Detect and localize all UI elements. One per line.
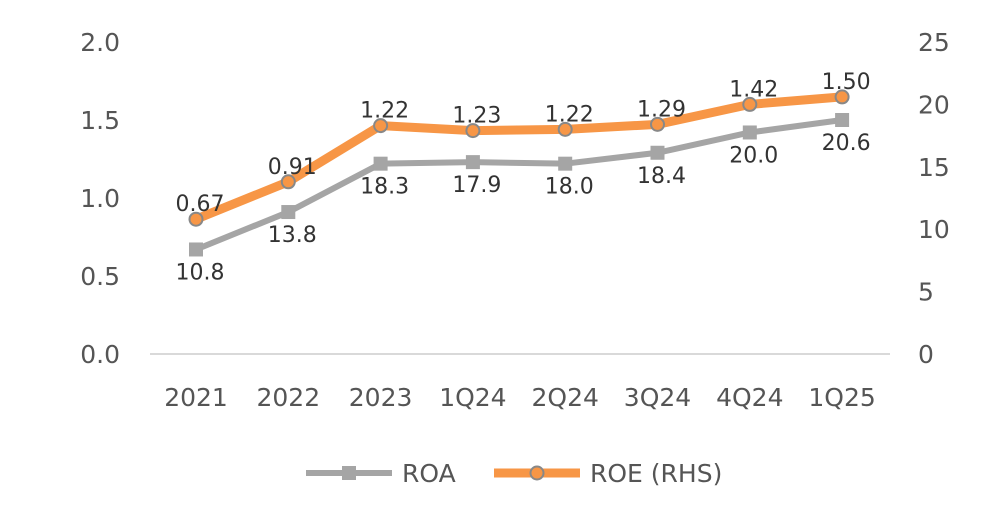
roa-point — [373, 156, 388, 171]
left-axis-tick: 0.0 — [80, 340, 120, 369]
roe-data-label: 0.67 — [176, 192, 225, 217]
legend-roe-marker — [529, 465, 545, 481]
roa-data-label: 13.8 — [268, 223, 317, 248]
right-axis-tick: 10 — [918, 215, 950, 244]
left-axis-tick: 1.5 — [80, 106, 120, 135]
right-axis-tick: 15 — [918, 153, 950, 182]
roe-data-label: 1.23 — [452, 104, 501, 129]
roa-point — [650, 145, 665, 160]
left-axis-tick: 2.0 — [80, 28, 120, 57]
legend-roe-label: ROE (RHS) — [590, 459, 722, 488]
x-axis-tick: 2Q24 — [531, 383, 598, 412]
roe-point — [280, 174, 296, 190]
roe-series-line — [194, 92, 843, 224]
roa-point — [281, 205, 296, 220]
x-axis-tick: 1Q24 — [439, 383, 506, 412]
roe-data-label: 1.22 — [360, 99, 409, 124]
left-axis-tick: 0.5 — [80, 262, 120, 291]
roe-point — [742, 96, 758, 112]
roe-point — [557, 121, 573, 137]
x-axis-tick: 1Q25 — [808, 383, 875, 412]
roe-point — [188, 211, 204, 227]
roe-point — [834, 89, 850, 105]
legend-roa-marker — [342, 466, 356, 480]
left-axis-ticks: 0.0 0.5 1.0 1.5 2.0 — [80, 28, 120, 369]
roe-point — [465, 123, 481, 139]
roa-data-label: 18.3 — [360, 175, 409, 200]
right-axis-tick: 25 — [918, 28, 950, 57]
x-axis-tick: 4Q24 — [716, 383, 783, 412]
roe-data-label: 1.22 — [545, 102, 594, 127]
roa-point — [189, 242, 203, 257]
right-axis-ticks: 0 5 10 15 20 25 — [918, 28, 950, 369]
x-axis-ticks: 2021 2022 2023 1Q24 2Q24 3Q24 4Q24 1Q25 — [164, 383, 876, 412]
roe-data-label: 1.50 — [822, 70, 871, 95]
roe-data-label: 0.91 — [268, 155, 317, 180]
x-axis-tick: 3Q24 — [624, 383, 691, 412]
right-axis-tick: 5 — [918, 278, 934, 307]
roa-series-line — [194, 117, 843, 253]
roe-data-label: 1.29 — [637, 97, 686, 122]
x-axis-tick: 2023 — [349, 383, 413, 412]
right-axis-tick: 0 — [918, 340, 934, 369]
x-axis-tick: 2021 — [164, 383, 228, 412]
roa-data-label: 20.6 — [822, 131, 871, 156]
roa-data-label: 17.9 — [452, 173, 501, 198]
roa-point — [835, 113, 850, 127]
roe-data-label: 1.42 — [729, 77, 778, 102]
roa-point — [465, 155, 480, 170]
left-axis-tick: 1.0 — [80, 184, 120, 213]
roa-data-label: 20.0 — [729, 143, 778, 168]
roa-point — [742, 125, 757, 140]
roa-data-label: 18.4 — [637, 164, 686, 189]
roe-point — [373, 118, 389, 134]
roa-data-label: 10.8 — [176, 260, 225, 285]
right-axis-tick: 20 — [918, 90, 950, 119]
roe-point — [650, 116, 665, 132]
data-labels: 10.8 13.8 18.3 17.9 18.0 18.4 20.0 20.6 0.67 0.91… — [176, 70, 871, 286]
series-layer — [188, 89, 850, 257]
legend: ROA ROE (RHS) — [306, 459, 722, 488]
roa-point — [558, 156, 573, 171]
roa-data-label: 18.0 — [545, 175, 594, 200]
x-axis-tick: 2022 — [256, 383, 320, 412]
legend-roa-label: ROA — [402, 459, 456, 488]
